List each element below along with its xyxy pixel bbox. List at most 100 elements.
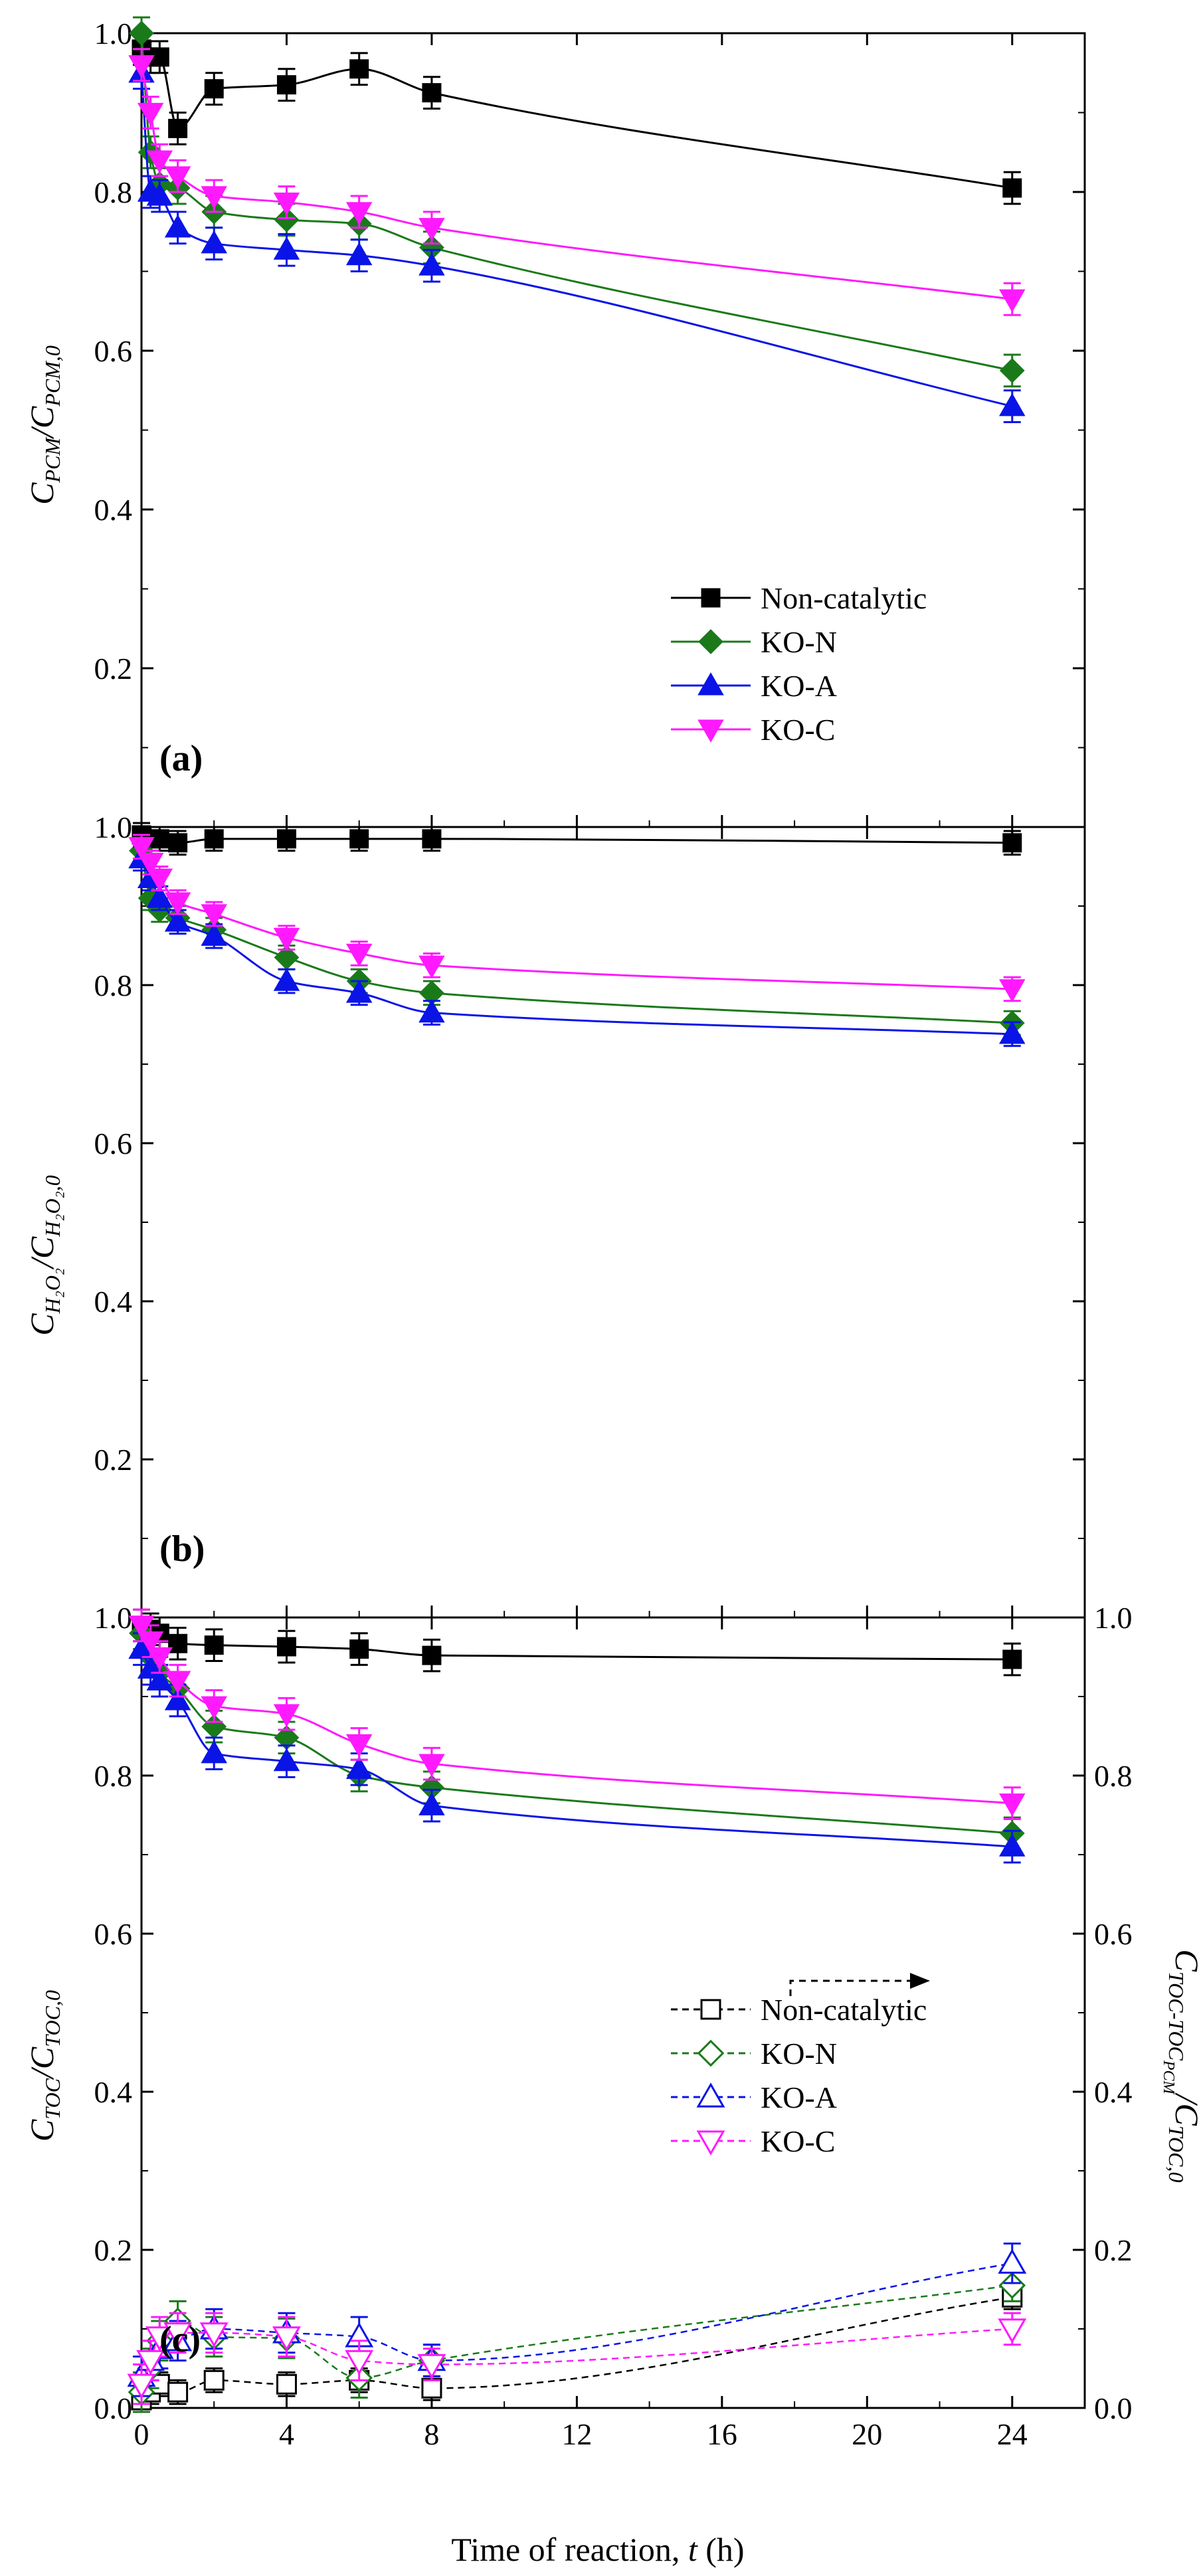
data-point xyxy=(168,118,188,138)
panel-b-series-ko-a xyxy=(128,845,1026,1048)
data-point xyxy=(999,357,1025,383)
series-line xyxy=(140,2262,1012,2377)
y-tick-label: 1.0 xyxy=(94,810,133,844)
data-point xyxy=(273,236,300,260)
data-point xyxy=(201,923,227,946)
x-axis-title: Time of reaction, t (h) xyxy=(451,2531,744,2568)
data-point xyxy=(201,186,227,209)
legend-label: KO-N xyxy=(761,625,837,659)
data-point xyxy=(999,1833,1026,1857)
data-point xyxy=(276,1637,296,1657)
data-point xyxy=(998,2272,1026,2299)
x-tick-label: 16 xyxy=(707,2417,737,2451)
data-point xyxy=(128,55,155,78)
legend-marker xyxy=(697,2039,725,2067)
right-axis-arrow xyxy=(789,1973,930,1996)
x-tick-label: 20 xyxy=(852,2417,882,2451)
data-point xyxy=(418,955,445,979)
panel-c: 0 4 8 12 16 20 24 0.0 0.0 0.2 0.2 0.4 0.4 0.6 0.6 0.8 0.… xyxy=(94,1601,1133,2451)
data-point xyxy=(1002,1649,1022,1669)
x-tick-label: 24 xyxy=(997,2417,1028,2451)
data-point xyxy=(345,1756,373,1780)
data-point xyxy=(345,202,373,225)
data-point xyxy=(164,1687,191,1710)
y-right-tick-label: 0.4 xyxy=(1094,2075,1133,2109)
data-point xyxy=(276,829,296,849)
data-point xyxy=(998,2249,1027,2274)
data-point xyxy=(273,927,300,951)
data-point xyxy=(146,868,173,892)
data-point xyxy=(163,2322,193,2347)
panel-c-series-ko-c xyxy=(128,1608,1026,1820)
panel-a-y-axis-title: CPCM/CPCM,0 xyxy=(23,345,64,505)
data-point xyxy=(1002,178,1022,198)
data-point xyxy=(201,1696,227,1720)
legend-label: Non-catalytic xyxy=(761,581,927,615)
data-point xyxy=(136,2349,165,2375)
y-right-tick-label: 0.2 xyxy=(1094,2233,1133,2267)
data-point xyxy=(345,242,373,266)
data-point xyxy=(349,59,369,79)
data-point xyxy=(345,979,373,1003)
panel-c-series-ko-c-right xyxy=(127,2312,1027,2405)
data-point xyxy=(422,829,442,849)
legend-marker xyxy=(700,1999,721,2020)
data-point xyxy=(999,1793,1026,1817)
panel-b-series-ko-c xyxy=(128,834,1026,1002)
y-tick-label: 0.6 xyxy=(94,1127,133,1160)
data-point xyxy=(273,968,300,991)
panel-a-series-non-catalytic xyxy=(132,32,1022,205)
legend-label: KO-A xyxy=(761,2080,837,2114)
data-point xyxy=(276,75,296,95)
y-tick-label: 0.6 xyxy=(94,334,133,368)
data-point xyxy=(146,885,173,908)
plot-layer: 0.2 0.4 0.6 0.8 1.0 Non-catalytic KO-N KO-A KO-C… xyxy=(94,16,1133,2451)
y-right-tick-label: 0.8 xyxy=(1094,1759,1133,1793)
data-point xyxy=(272,2326,301,2351)
y-tick-label: 0.4 xyxy=(94,1285,133,1319)
data-point xyxy=(201,230,227,254)
data-point xyxy=(146,1647,173,1671)
data-point xyxy=(349,829,369,849)
data-point xyxy=(1002,833,1022,853)
data-point xyxy=(128,1615,155,1639)
data-point xyxy=(421,2377,442,2399)
data-point xyxy=(164,892,191,915)
panel-a-legend: Non-catalytic KO-N KO-A KO-C xyxy=(671,581,927,747)
y-tick-label: 0.4 xyxy=(94,493,133,527)
data-point xyxy=(418,1754,445,1778)
data-point xyxy=(417,2353,446,2379)
x-tick-label: 4 xyxy=(279,2417,294,2451)
data-point xyxy=(999,979,1026,1002)
legend-marker xyxy=(697,719,724,743)
data-point xyxy=(164,214,191,238)
data-point xyxy=(418,252,445,276)
data-point xyxy=(199,2322,229,2347)
panel-label-c: (c) xyxy=(159,2319,201,2360)
y-tick-label: 0.8 xyxy=(94,1759,133,1793)
panel-b-series-non-catalytic xyxy=(132,822,1022,856)
data-point xyxy=(273,1704,300,1728)
data-point xyxy=(998,2318,1027,2344)
data-point xyxy=(422,1645,442,1665)
panel-a-series-ko-c xyxy=(128,48,1026,316)
panel-label-b: (b) xyxy=(159,1528,205,1570)
legend-marker xyxy=(698,629,723,654)
y-tick-label: 0.6 xyxy=(94,1917,133,1951)
data-point xyxy=(999,289,1026,313)
x-tick-label: 8 xyxy=(424,2417,439,2451)
data-point xyxy=(204,79,224,99)
y-tick-label: 0.0 xyxy=(94,2391,133,2425)
data-point xyxy=(127,2373,156,2399)
panel-c-legend: Non-catalytic KO-N KO-A KO-C xyxy=(671,1993,927,2158)
legend-label: Non-catalytic xyxy=(761,1993,927,2027)
data-point xyxy=(203,2369,225,2391)
data-point xyxy=(201,1740,227,1764)
data-point xyxy=(137,852,164,876)
data-point xyxy=(349,1639,369,1659)
data-point xyxy=(422,83,442,103)
legend-marker xyxy=(701,588,721,608)
data-point xyxy=(273,192,300,216)
x-tick-label: 12 xyxy=(561,2417,592,2451)
y-right-tick-label: 1.0 xyxy=(1094,1601,1133,1635)
